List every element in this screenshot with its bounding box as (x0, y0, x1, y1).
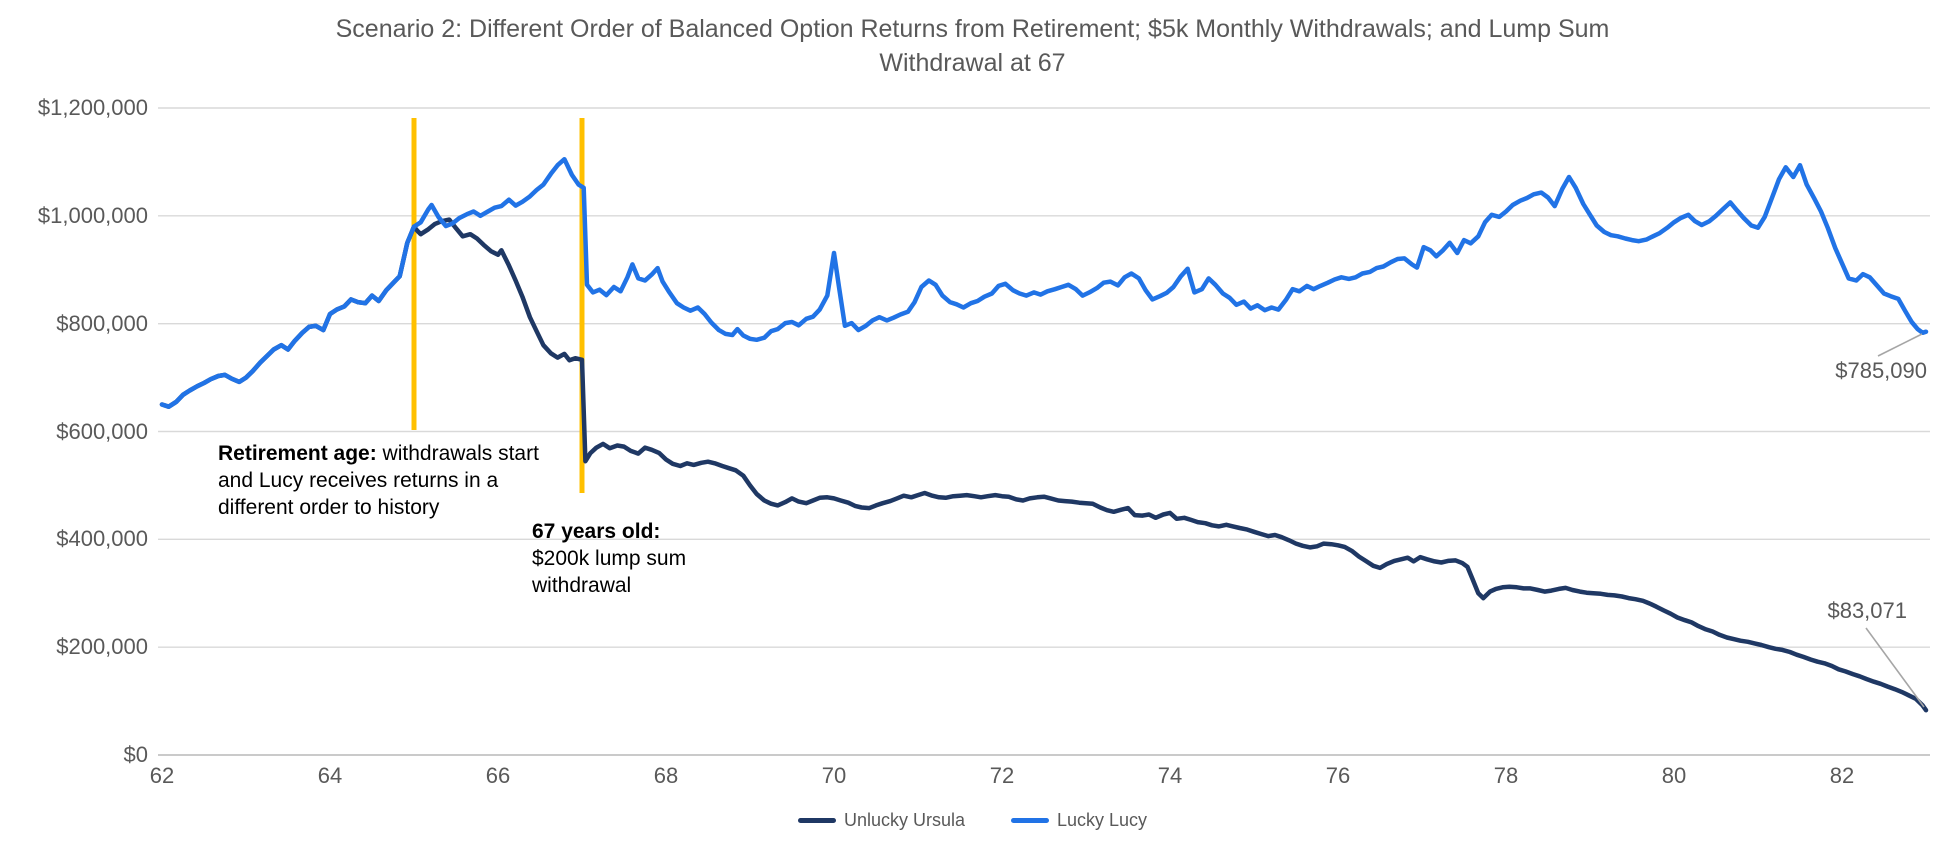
chart-title-line-2: Withdrawal at 67 (879, 49, 1066, 77)
x-axis-tick-label: 66 (485, 763, 511, 788)
x-axis-tick-label: 62 (149, 763, 175, 788)
legend-item-lucky-lucy: Lucky Lucy (1011, 810, 1147, 831)
lump-sum-annotation-bold: 67 years old: (532, 520, 661, 543)
x-axis-tick-label: 76 (1325, 763, 1351, 788)
x-axis-tick-label: 70 (821, 763, 847, 788)
legend-label-lucky-lucy: Lucky Lucy (1057, 810, 1148, 830)
x-axis-tick-label: 80 (1661, 763, 1687, 788)
retirement-annotation: Retirement age: withdrawals start and Lu… (218, 440, 540, 521)
ursula-end-value-label: $83,071 (1827, 598, 1907, 623)
legend-label-unlucky-ursula: Unlucky Ursula (843, 810, 965, 830)
x-axis-tick-label: 72 (989, 763, 1015, 788)
x-axis-tick-label: 78 (1493, 763, 1519, 788)
gridlines (158, 107, 1930, 756)
plot-line-lucky-lucy (159, 156, 1929, 409)
lucy-line-swatch-icon (1011, 818, 1049, 823)
ursula-line-swatch-icon (797, 818, 836, 823)
legend-item-unlucky-ursula: Unlucky Ursula (797, 810, 965, 831)
y-axis-tick-label: $0 (123, 742, 148, 767)
retirement-annotation-bold: Retirement age: (218, 442, 377, 465)
y-axis-tick-label: $600,000 (56, 418, 148, 444)
x-axis-tick-label: 68 (653, 763, 679, 788)
legend: Unlucky Ursula Lucky Lucy (0, 810, 1945, 831)
ursula-label-leader-line (1865, 627, 1925, 708)
x-axis-tick-label: 64 (317, 763, 343, 788)
plot-line-unlucky-ursula (159, 217, 1929, 713)
y-axis-tick-label: $200,000 (56, 634, 148, 660)
y-axis-tick-label: $400,000 (56, 526, 148, 552)
lump-sum-annotation: 67 years old: $200k lump sum withdrawal (532, 518, 710, 599)
y-axis-tick-label: $1,200,000 (37, 95, 148, 120)
x-axis-tick-label: 82 (1829, 763, 1855, 788)
y-axis-tick-label: $800,000 (56, 310, 148, 336)
chart-title-line-1: Scenario 2: Different Order of Balanced … (335, 15, 1610, 43)
lucy-label-leader-line (1877, 333, 1923, 357)
retirement-annotation-text: withdrawals start and Lucy receives retu… (218, 442, 539, 519)
x-axis-tick-label: 74 (1157, 763, 1183, 788)
y-axis-tick-label: $1,000,000 (37, 202, 148, 228)
lump-sum-annotation-text: $200k lump sum withdrawal (532, 547, 687, 597)
lucy-end-value-label: $785,090 (1835, 358, 1927, 383)
chart-title: Scenario 2: Different Order of Balanced … (0, 12, 1945, 80)
